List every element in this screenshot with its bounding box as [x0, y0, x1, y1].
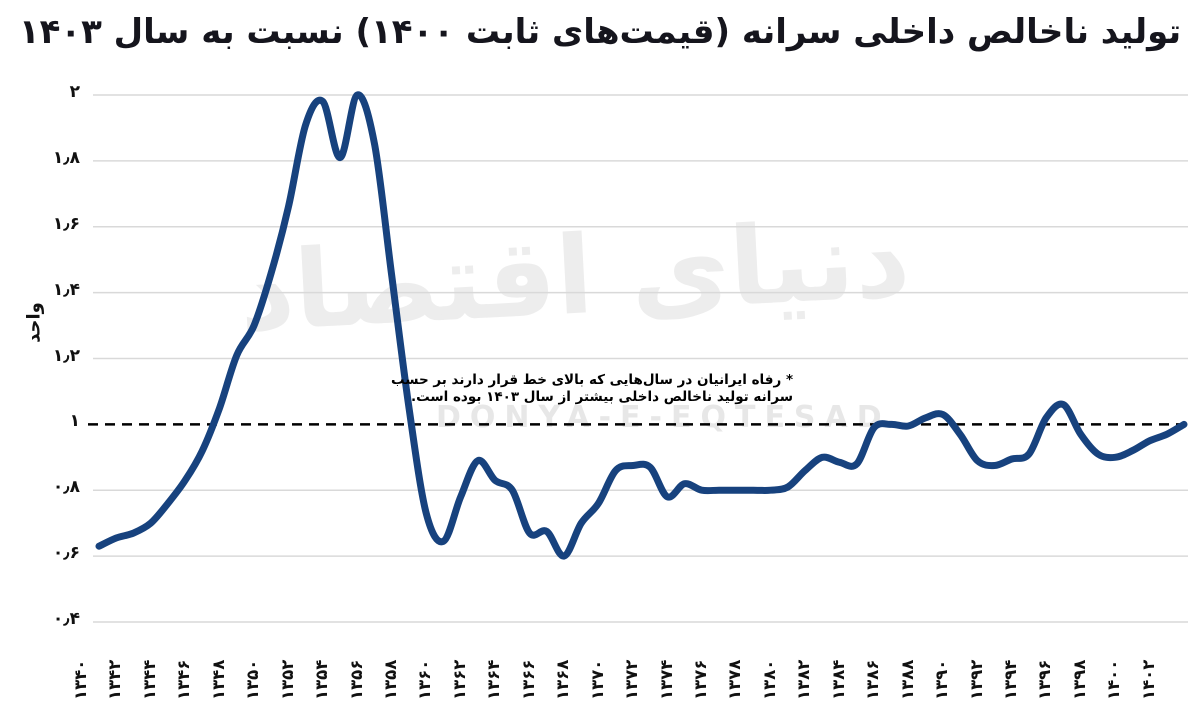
- footnote-annotation: * رفاه ایرانیان در سال‌هایی که بالای خط …: [390, 372, 793, 406]
- y-tick-label: ۱٫۴: [52, 279, 80, 300]
- annotation-line-1: * رفاه ایرانیان در سال‌هایی که بالای خط …: [390, 372, 793, 388]
- x-tick-label: ۱۳۵۰: [243, 659, 263, 700]
- x-tick-label: ۱۳۹۴: [1001, 659, 1020, 700]
- y-tick-label: ۱٫۶: [52, 213, 80, 234]
- chart-title: تولید ناخالص داخلی سرانه (قیمت‌های ثابت …: [18, 12, 1182, 52]
- x-tick-label: ۱۳۸۲: [794, 659, 814, 700]
- x-tick-label: ۱۳۷۸: [725, 659, 745, 700]
- x-tick-label: ۱۳۶۸: [553, 659, 573, 700]
- x-tick-label: ۱۴۰۰: [1104, 659, 1124, 700]
- x-tick-label: ۱۳۸۸: [897, 659, 917, 700]
- y-tick-label: ۱: [69, 411, 80, 432]
- x-tick-label: ۱۳۵۴: [312, 659, 332, 700]
- x-tick-label: ۱۳۵۸: [381, 659, 400, 700]
- x-tick-label: ۱۳۶۲: [449, 659, 469, 700]
- x-tick-label: ۱۳۸۴: [828, 659, 848, 700]
- x-tick-label: ۱۳۷۴: [656, 659, 676, 700]
- x-tick-label: ۱۳۵۶: [346, 659, 366, 700]
- x-tick-label: ۱۳۹۰: [932, 659, 952, 700]
- x-tick-label: ۱۳۶۰: [415, 659, 435, 700]
- x-tick-label: ۱۳۴۴: [139, 659, 159, 700]
- y-tick-label: ۱٫۸: [52, 147, 80, 168]
- y-tick-label: ۰٫۴: [52, 609, 80, 629]
- data-line: [95, 91, 1188, 560]
- x-tick-label: ۱۳۹۲: [966, 659, 986, 700]
- y-tick-label: ۲: [69, 82, 80, 102]
- watermark-latin: DONYA-E-EQTESAD: [436, 400, 891, 435]
- x-tick-label: ۱۳۷۶: [691, 659, 710, 700]
- x-tick-label: ۱۳۷۲: [622, 659, 642, 700]
- x-tick-label: ۱۳۹۶: [1035, 659, 1055, 700]
- y-tick-label: ۱٫۲: [52, 345, 80, 366]
- x-tick-label: ۱۳۶۴: [484, 659, 504, 700]
- x-tick-label: ۱۳۷۰: [587, 659, 607, 700]
- x-tick-label: ۱۴۰۲: [1138, 659, 1158, 700]
- x-tick-label: ۱۳۸۶: [863, 659, 883, 700]
- x-tick-label: ۱۳۴۸: [208, 659, 228, 700]
- y-tick-label: ۰٫۸: [52, 477, 80, 498]
- x-tick-label: ۱۳۴۶: [174, 659, 194, 700]
- x-tick-label: ۱۳۹۸: [1069, 659, 1089, 700]
- y-tick-label: ۰٫۶: [52, 543, 80, 564]
- x-tick-label: ۱۳۶۶: [518, 659, 538, 700]
- x-tick-label: ۱۳۴۰: [71, 659, 90, 700]
- x-tick-label: ۱۳۵۲: [277, 659, 297, 700]
- x-tick-label: ۱۳۴۲: [105, 659, 125, 700]
- x-tick-label: ۱۳۸۰: [759, 659, 779, 700]
- annotation-line-2: سرانه تولید ناخالص داخلی بیشتر از سال ۱۴…: [410, 389, 793, 405]
